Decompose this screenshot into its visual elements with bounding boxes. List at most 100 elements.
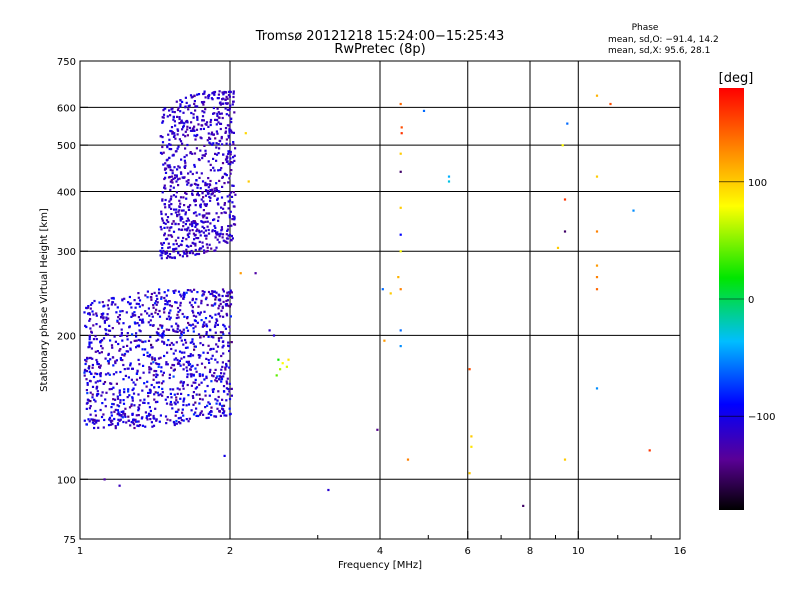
data-point [132, 423, 136, 426]
data-point [188, 301, 192, 304]
data-point [209, 199, 212, 202]
data-point [230, 195, 234, 198]
data-point [115, 382, 118, 385]
data-point [192, 116, 195, 119]
data-point [211, 143, 214, 146]
data-point [193, 220, 196, 223]
data-point [181, 255, 184, 258]
data-point [169, 388, 172, 391]
data-point [221, 361, 224, 364]
data-point [166, 300, 169, 303]
data-point [192, 311, 195, 314]
data-point [164, 176, 167, 179]
data-point [195, 414, 198, 417]
data-point [171, 172, 174, 175]
data-point [213, 325, 217, 328]
data-point [205, 375, 208, 378]
data-point [182, 196, 185, 199]
data-point [114, 361, 117, 365]
data-point [196, 133, 199, 137]
data-point [193, 222, 196, 225]
data-point [203, 203, 206, 206]
data-point [163, 232, 166, 235]
data-point [226, 377, 229, 380]
data-point [197, 237, 200, 240]
data-point [209, 368, 212, 371]
data-point [104, 357, 107, 360]
data-point [122, 345, 125, 348]
data-point [116, 397, 120, 400]
data-point [195, 236, 198, 240]
data-point [202, 196, 205, 199]
data-point [185, 366, 188, 369]
data-point [217, 97, 220, 100]
data-point [182, 297, 185, 300]
data-point [159, 225, 162, 229]
data-point [137, 407, 141, 410]
data-point [187, 361, 190, 364]
data-point [99, 379, 102, 382]
data-point [170, 108, 173, 111]
data-point [148, 368, 151, 371]
data-point [163, 311, 166, 314]
data-point [162, 380, 165, 383]
data-point [205, 325, 209, 328]
data-point [185, 252, 188, 255]
data-point [211, 192, 214, 195]
data-point [210, 304, 213, 307]
data-point [211, 374, 214, 377]
data-point [175, 247, 178, 250]
data-point [176, 324, 179, 327]
data-point [122, 363, 125, 367]
data-point [164, 238, 168, 241]
data-point [133, 339, 136, 342]
data-point [114, 427, 117, 430]
data-point [116, 319, 119, 322]
data-point [157, 394, 160, 397]
data-point [194, 204, 197, 207]
data-point [217, 307, 220, 310]
data-point [389, 292, 392, 295]
data-point [183, 176, 186, 179]
data-point [89, 327, 92, 330]
data-point [214, 379, 217, 382]
data-point [202, 231, 205, 234]
data-point [230, 239, 233, 242]
data-point [195, 147, 198, 150]
data-point [177, 421, 181, 424]
data-point [187, 172, 190, 175]
data-point [117, 316, 120, 319]
data-point [176, 387, 179, 390]
data-point [192, 403, 195, 406]
data-point [177, 290, 181, 293]
data-point [176, 410, 179, 413]
data-point [191, 224, 194, 228]
data-point [232, 95, 235, 99]
data-point [129, 424, 132, 427]
data-point [109, 419, 112, 422]
data-point [170, 213, 173, 216]
data-point [167, 300, 170, 303]
data-point [114, 398, 117, 401]
data-point [164, 299, 167, 302]
data-point [160, 242, 163, 245]
data-point [219, 331, 222, 334]
data-point [198, 313, 201, 316]
data-point [214, 229, 217, 233]
data-point [214, 152, 217, 155]
data-point [147, 391, 150, 395]
data-point [227, 136, 230, 139]
data-point [185, 404, 188, 407]
data-point [203, 310, 206, 313]
data-point [231, 103, 234, 106]
data-point [215, 291, 218, 294]
data-point [107, 353, 110, 356]
data-point [226, 195, 229, 198]
data-point [84, 324, 87, 327]
data-point [214, 137, 217, 140]
data-point [206, 249, 209, 253]
data-point [195, 386, 199, 389]
data-point [173, 132, 176, 135]
data-point [214, 324, 217, 327]
data-point [202, 413, 205, 416]
